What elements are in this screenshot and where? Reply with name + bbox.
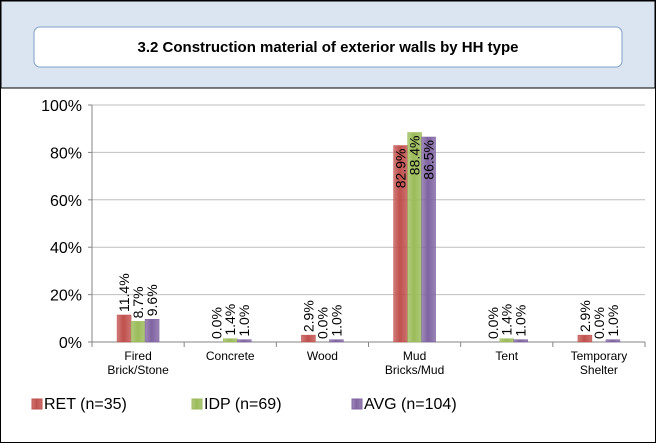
bar — [329, 339, 344, 343]
data-label: 86.5% — [421, 140, 437, 180]
x-tick-label: Wood — [306, 349, 338, 363]
bar — [144, 318, 160, 343]
bar — [237, 339, 252, 343]
data-label: 1.0% — [236, 305, 252, 337]
data-label: 1.0% — [513, 305, 529, 337]
x-tick-label: Mud Bricks/Mud — [384, 349, 445, 377]
data-label: 0.0% — [208, 307, 224, 339]
data-label: 0.0% — [591, 307, 607, 339]
bar — [499, 338, 514, 343]
x-tick-label: Fired Brick/Stone — [107, 349, 169, 377]
chart-title: 3.2 Construction material of exterior wa… — [138, 39, 519, 56]
y-tick-label: 20% — [50, 288, 82, 305]
data-label: 0.0% — [485, 307, 501, 339]
x-tick-label: Temporary Shelter — [570, 349, 628, 377]
x-tick-label: Concrete — [205, 349, 255, 363]
x-tick-label: Tent — [495, 349, 519, 363]
bar — [421, 136, 436, 343]
bar — [301, 334, 316, 343]
data-label: 1.4% — [499, 304, 515, 336]
data-label: 1.0% — [605, 305, 621, 337]
bar — [605, 339, 621, 343]
data-label: 8.7% — [130, 286, 146, 318]
legend-label: AVG (n=104) — [364, 396, 457, 413]
legend-label: IDP (n=69) — [204, 396, 282, 413]
data-label: 0.0% — [314, 307, 330, 339]
data-label: 1.0% — [328, 305, 344, 337]
data-label: 1.4% — [222, 304, 238, 336]
bar — [116, 314, 132, 343]
legend-swatch — [351, 398, 363, 410]
y-tick-label: 40% — [50, 240, 82, 257]
bar — [577, 334, 593, 343]
legend-label: RET (n=35) — [44, 396, 127, 413]
data-label: 82.9% — [393, 149, 409, 189]
bar — [223, 338, 238, 343]
data-label: 88.4% — [407, 135, 423, 175]
data-label: 9.6% — [144, 284, 160, 316]
y-tick-label: 80% — [50, 145, 82, 162]
bar — [513, 339, 528, 343]
y-tick-label: 100% — [41, 98, 82, 115]
legend-swatch — [31, 398, 43, 410]
bar — [130, 321, 146, 343]
legend-swatch — [191, 398, 203, 410]
data-label: 2.9% — [577, 300, 593, 332]
y-tick-label: 60% — [50, 193, 82, 210]
title-box — [33, 26, 623, 68]
data-label: 2.9% — [300, 300, 316, 332]
y-tick-label: 0% — [59, 335, 82, 352]
data-label: 11.4% — [116, 273, 132, 312]
